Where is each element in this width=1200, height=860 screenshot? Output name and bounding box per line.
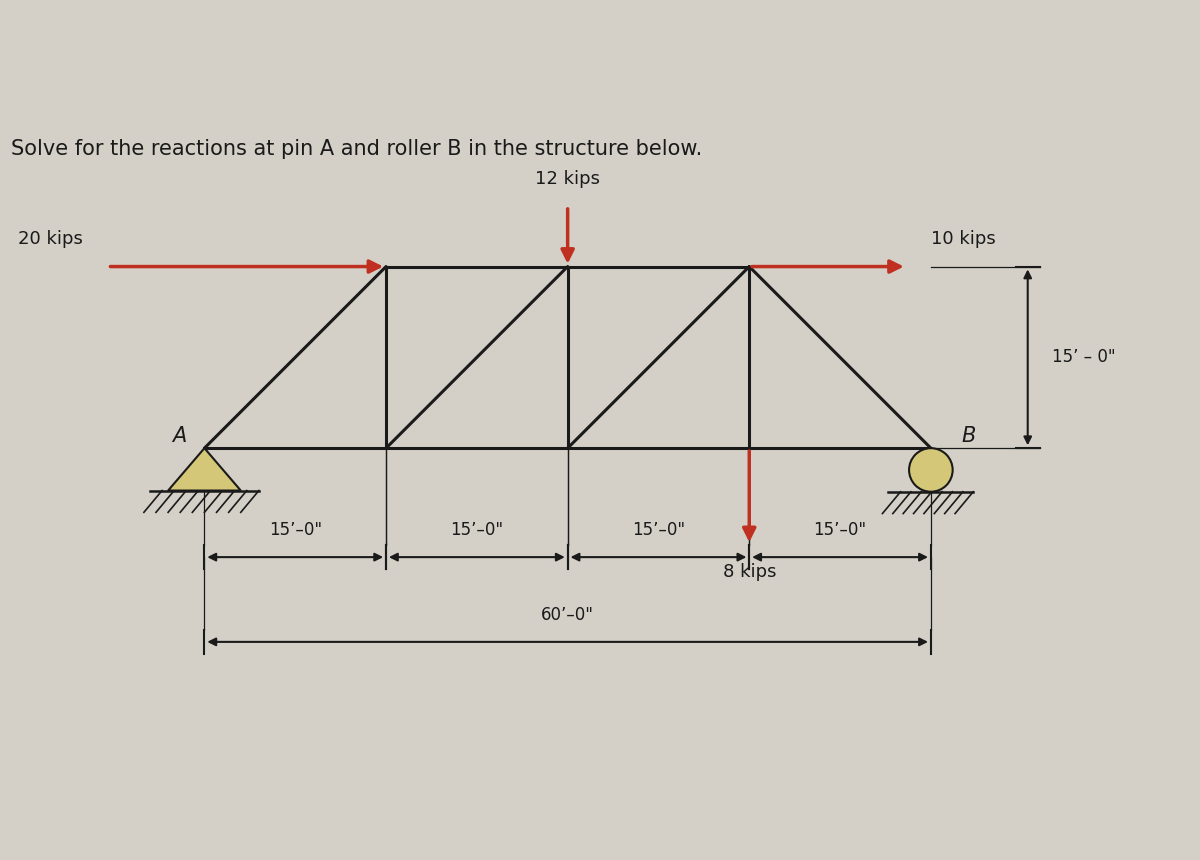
Text: 15’–0": 15’–0" — [814, 521, 866, 539]
Circle shape — [910, 448, 953, 492]
Text: 12 kips: 12 kips — [535, 170, 600, 187]
Text: 60’–0": 60’–0" — [541, 605, 594, 624]
Text: 20 kips: 20 kips — [18, 230, 83, 249]
Text: 10 kips: 10 kips — [931, 230, 996, 249]
Text: A: A — [172, 426, 186, 445]
Polygon shape — [168, 448, 241, 490]
Text: Solve for the reactions at pin A and roller B in the structure below.: Solve for the reactions at pin A and rol… — [11, 139, 702, 159]
Text: 15’–0": 15’–0" — [269, 521, 322, 539]
Text: 15’ – 0": 15’ – 0" — [1052, 348, 1116, 366]
Text: 15’–0": 15’–0" — [450, 521, 504, 539]
Text: 8 kips: 8 kips — [722, 563, 776, 581]
Text: 15’–0": 15’–0" — [632, 521, 685, 539]
Text: B: B — [961, 426, 976, 445]
